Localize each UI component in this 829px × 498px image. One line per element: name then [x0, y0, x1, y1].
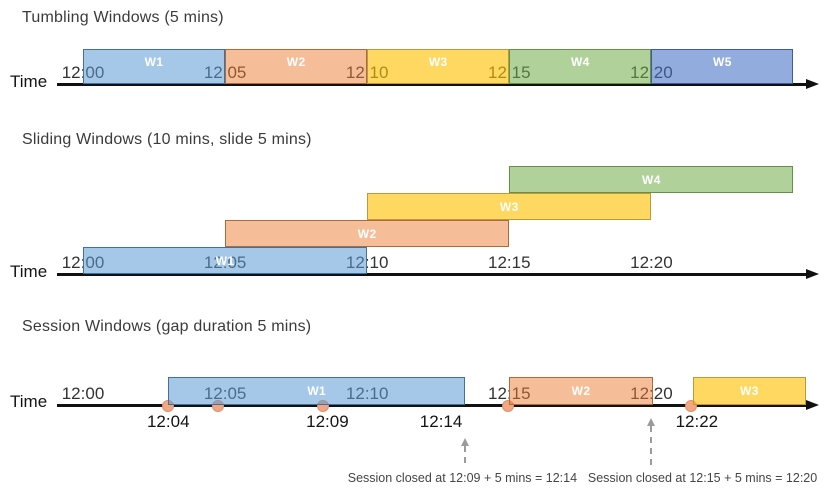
time-axis-label: Time	[10, 72, 48, 91]
session-section-title: Session Windows (gap duration 5 mins)	[22, 318, 312, 335]
window-w3: W3	[367, 49, 510, 84]
window-w2: W2	[509, 377, 653, 405]
window-label: W1	[144, 55, 164, 69]
closure-arrow-dash	[650, 426, 653, 465]
timeline-axis	[57, 83, 808, 86]
time-axis-label: Time	[10, 262, 48, 281]
window-label: W5	[713, 55, 732, 69]
timeline-arrowhead-icon	[806, 79, 819, 89]
window-w3: W3	[692, 377, 807, 405]
closure-arrowhead-icon	[460, 438, 469, 446]
window-label: W4	[641, 172, 661, 187]
window-label: W3	[499, 199, 519, 214]
tumbling-section-title: Tumbling Windows (5 mins)	[22, 9, 224, 26]
window-w4: W4	[509, 49, 652, 84]
window-w3: W3	[367, 193, 652, 220]
window-label: W2	[571, 384, 591, 398]
tick-label: 12:20	[630, 253, 673, 272]
event-time-label: 12:22	[675, 412, 719, 431]
window-w5: W5	[651, 49, 794, 84]
window-label: W1	[307, 384, 327, 398]
closure-annotation: Session closed at 12:15 + 5 mins = 12:20	[587, 471, 818, 485]
window-label: W2	[357, 226, 377, 241]
sliding-section-title: Sliding Windows (10 mins, slide 5 mins)	[22, 131, 312, 148]
window-w1: W1	[83, 49, 226, 84]
window-w1: W1	[83, 247, 368, 274]
tick-label: 12:00	[61, 384, 105, 403]
closure-annotation: Session closed at 12:09 + 5 mins = 12:14	[347, 471, 578, 485]
window-w2: W2	[225, 49, 368, 84]
window-label: W2	[286, 55, 306, 69]
window-w4: W4	[509, 166, 794, 193]
timeline-arrowhead-icon	[806, 400, 819, 410]
closure-arrowhead-icon	[646, 418, 655, 426]
window-w2: W2	[225, 220, 510, 247]
timeline-axis	[57, 273, 808, 276]
window-label: W4	[570, 55, 590, 69]
timeline-axis	[57, 404, 808, 407]
event-time-label: 12:09	[306, 412, 349, 431]
timeline-arrowhead-icon	[806, 269, 819, 279]
window-label: W3	[428, 55, 448, 69]
window-w1: W1	[168, 377, 466, 405]
event-time-label: 12:04	[146, 412, 190, 431]
time-axis-label: Time	[10, 392, 48, 411]
event-time-label: 12:14	[419, 412, 463, 431]
closure-arrow-dash	[464, 446, 467, 463]
window-label: W1	[215, 253, 235, 268]
tick-label: 12:15	[488, 253, 531, 272]
window-label: W3	[740, 384, 759, 398]
